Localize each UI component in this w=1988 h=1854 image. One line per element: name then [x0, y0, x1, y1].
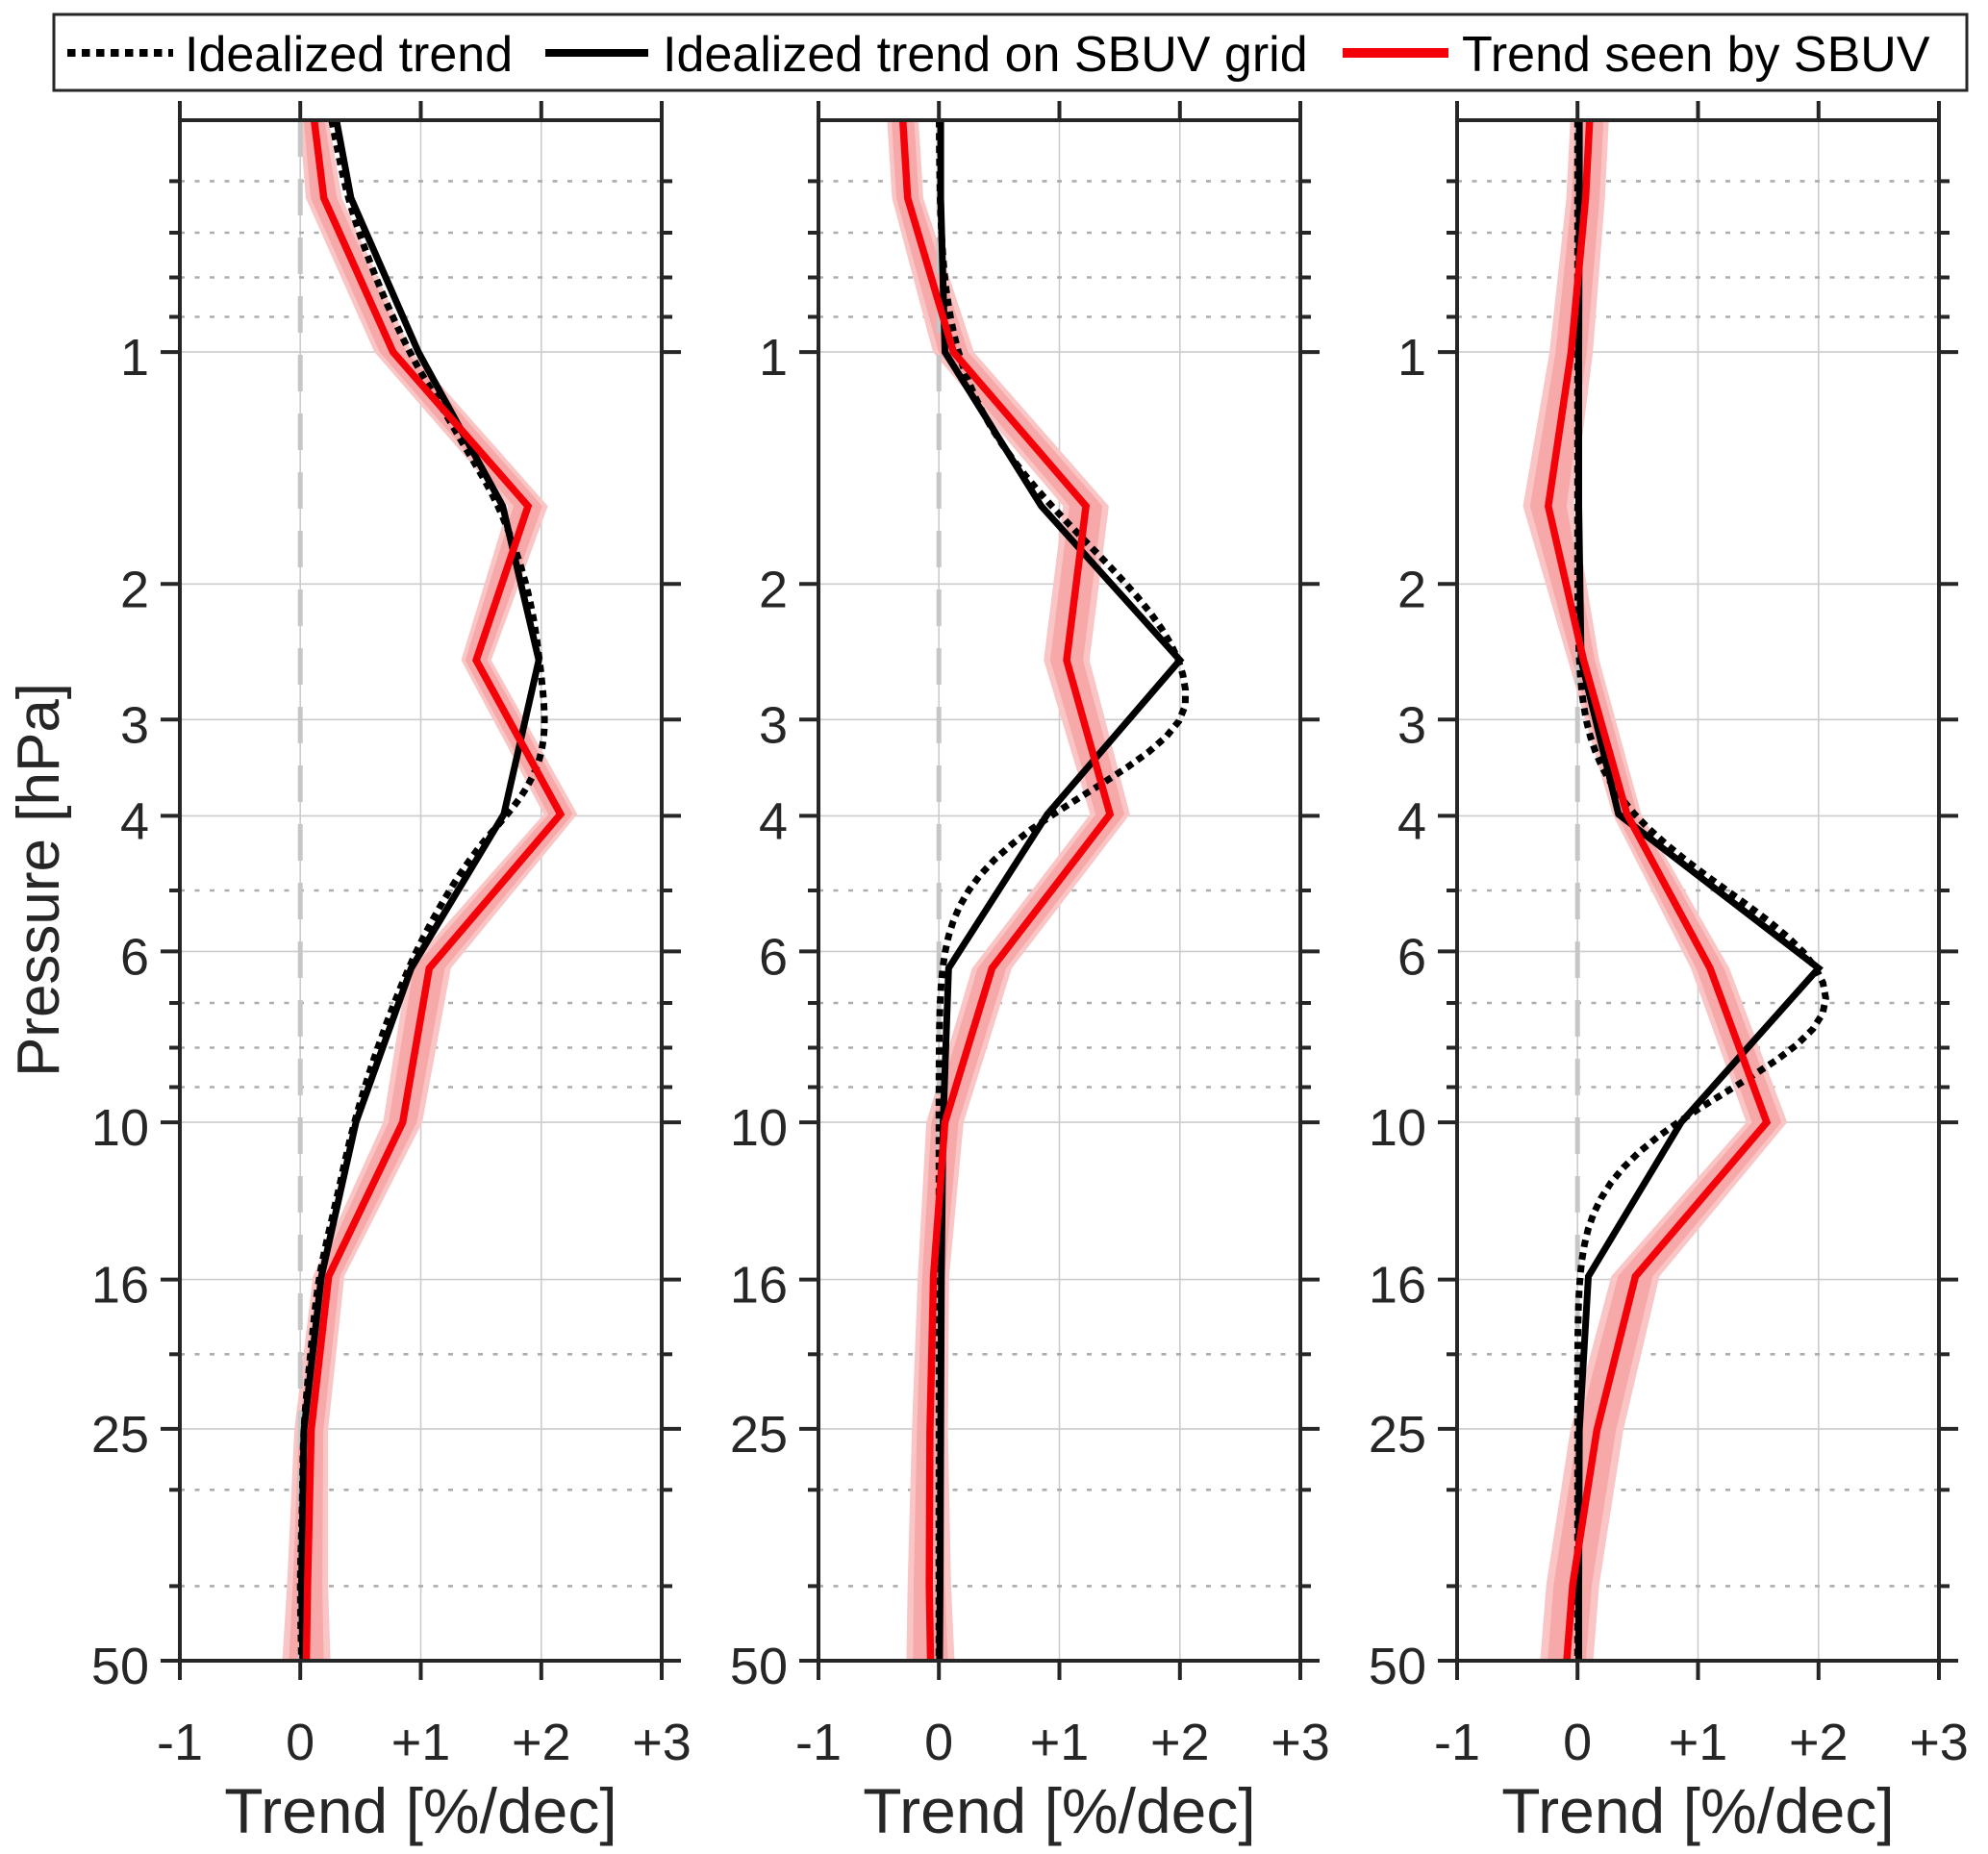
svg-text:50: 50	[1369, 1638, 1426, 1695]
svg-text:16: 16	[91, 1257, 149, 1315]
svg-text:10: 10	[730, 1099, 788, 1157]
svg-text:16: 16	[730, 1257, 788, 1315]
svg-text:2: 2	[1397, 561, 1426, 618]
svg-text:-1: -1	[157, 1714, 203, 1771]
svg-text:4: 4	[120, 792, 149, 850]
svg-text:+3: +3	[1909, 1714, 1969, 1771]
svg-text:25: 25	[91, 1406, 149, 1464]
svg-text:+3: +3	[1271, 1714, 1330, 1771]
svg-text:+2: +2	[512, 1714, 571, 1771]
svg-text:10: 10	[91, 1099, 149, 1157]
svg-text:1: 1	[1397, 329, 1426, 387]
svg-text:-1: -1	[1434, 1714, 1480, 1771]
svg-text:50: 50	[91, 1638, 149, 1695]
svg-text:10: 10	[1369, 1099, 1426, 1157]
svg-text:+3: +3	[632, 1714, 692, 1771]
svg-text:6: 6	[1397, 928, 1426, 986]
svg-text:0: 0	[924, 1714, 953, 1771]
svg-text:Trend seen by SBUV: Trend seen by SBUV	[1462, 27, 1930, 83]
svg-text:0: 0	[286, 1714, 315, 1771]
svg-text:6: 6	[759, 928, 788, 986]
svg-text:3: 3	[120, 696, 149, 754]
svg-text:Trend [%/dec]: Trend [%/dec]	[863, 1775, 1255, 1846]
svg-text:4: 4	[1397, 792, 1426, 850]
svg-text:+2: +2	[1789, 1714, 1849, 1771]
svg-text:-1: -1	[795, 1714, 842, 1771]
svg-text:Idealized trend: Idealized trend	[185, 27, 513, 83]
svg-text:3: 3	[1397, 696, 1426, 754]
svg-text:0: 0	[1563, 1714, 1592, 1771]
svg-text:16: 16	[1369, 1257, 1426, 1315]
svg-text:50: 50	[730, 1638, 788, 1695]
svg-text:Trend [%/dec]: Trend [%/dec]	[1501, 1775, 1894, 1846]
svg-text:2: 2	[120, 561, 149, 618]
svg-text:2: 2	[759, 561, 788, 618]
svg-text:+2: +2	[1150, 1714, 1210, 1771]
svg-text:1: 1	[120, 329, 149, 387]
svg-text:3: 3	[759, 696, 788, 754]
svg-text:1: 1	[759, 329, 788, 387]
svg-text:25: 25	[1369, 1406, 1426, 1464]
svg-text:6: 6	[120, 928, 149, 986]
svg-text:Pressure [hPa]: Pressure [hPa]	[6, 683, 72, 1077]
svg-text:4: 4	[759, 792, 788, 850]
svg-text:+1: +1	[1030, 1714, 1090, 1771]
svg-text:+1: +1	[391, 1714, 451, 1771]
svg-text:+1: +1	[1669, 1714, 1728, 1771]
svg-text:Idealized trend on SBUV grid: Idealized trend on SBUV grid	[663, 27, 1308, 83]
svg-text:Trend [%/dec]: Trend [%/dec]	[224, 1775, 617, 1846]
svg-text:25: 25	[730, 1406, 788, 1464]
